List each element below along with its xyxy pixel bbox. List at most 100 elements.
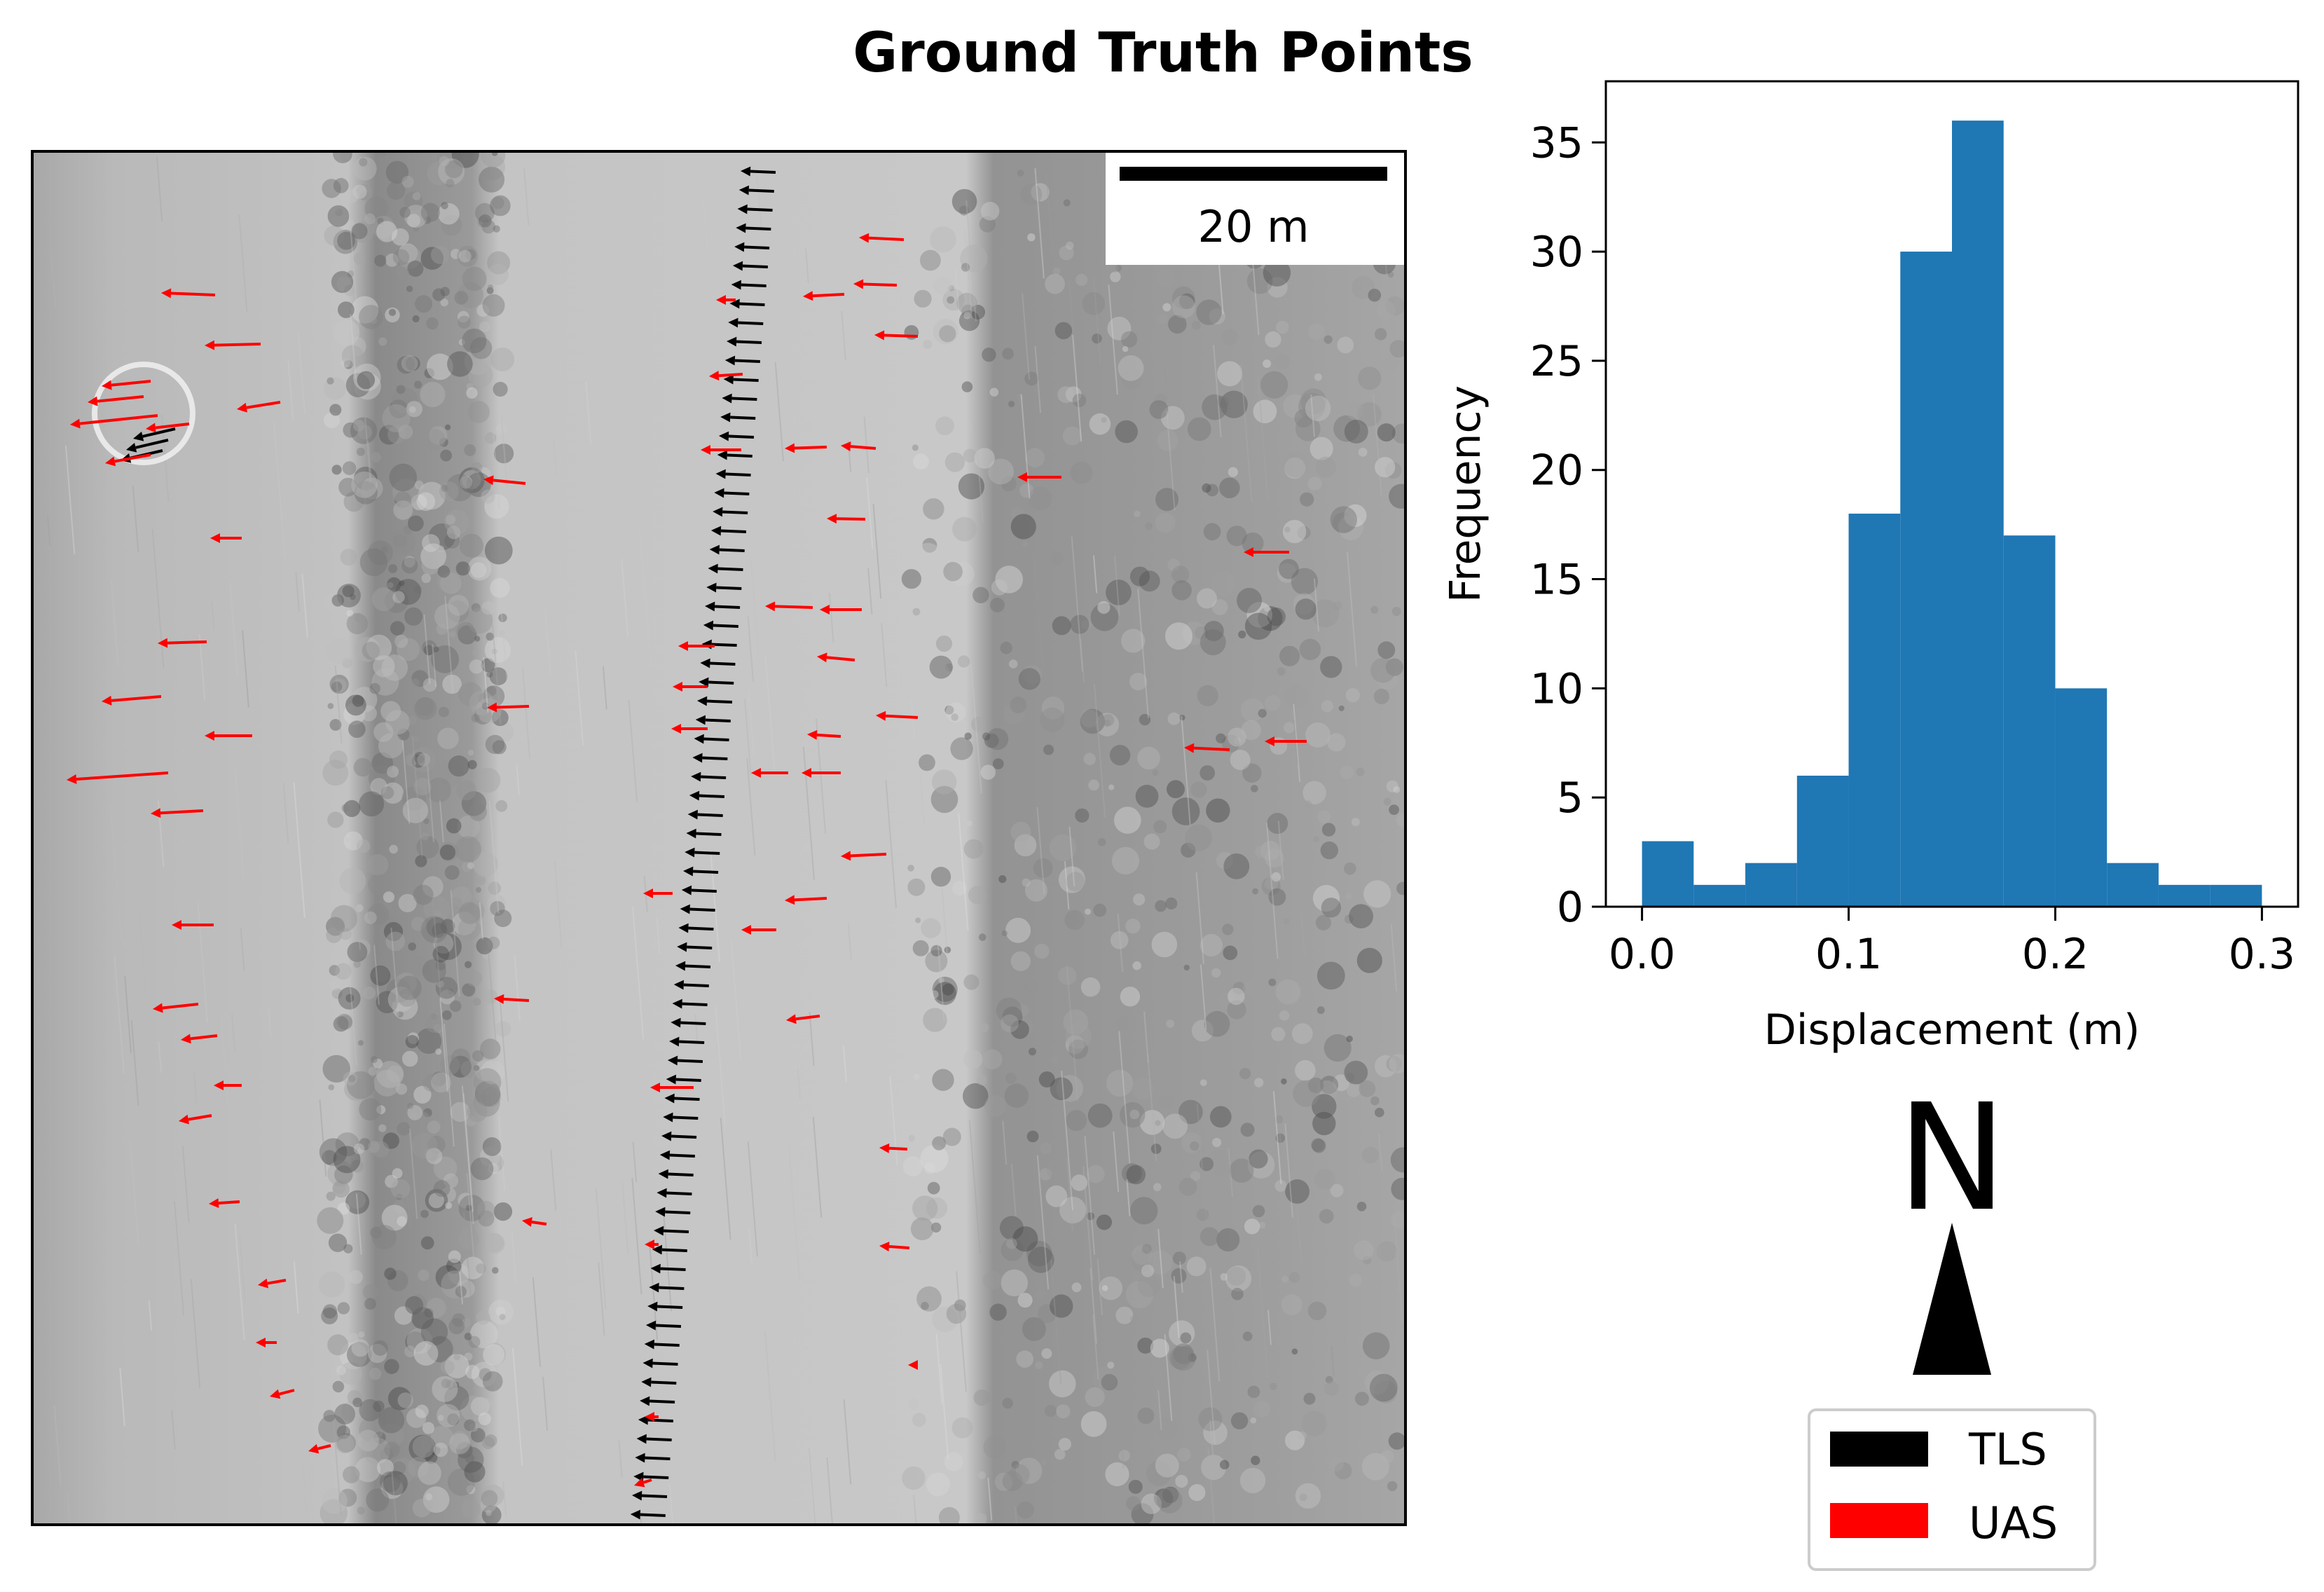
histogram: 0.0 0.1 0.2 0.3 0 5 10 15 20 25 30 35 Displacement…	[1441, 80, 2299, 1055]
tls-arrow	[652, 1244, 687, 1255]
histogram-bar	[2210, 884, 2262, 907]
tls-arrow	[641, 1377, 677, 1387]
uas-arrow	[786, 1014, 820, 1024]
tls-arrow	[706, 582, 742, 593]
tls-arrow	[658, 1169, 694, 1179]
y-tick-label: 10	[1530, 664, 1583, 713]
uas-arrow	[494, 994, 530, 1004]
uas-arrow	[308, 1443, 331, 1454]
uas-arrow	[205, 731, 252, 741]
tls-arrow	[724, 355, 760, 366]
north-label: N	[1897, 1072, 2007, 1244]
scale-bar-label: 20 m	[1198, 201, 1309, 252]
tls-arrow	[720, 412, 756, 423]
tls-arrow	[663, 1112, 699, 1123]
x-tick-label: 0.2	[2022, 930, 2089, 979]
tls-arrow	[656, 1188, 692, 1198]
tls-arrow	[697, 696, 733, 706]
tls-arrow	[680, 904, 715, 914]
uas-arrow	[634, 1478, 652, 1488]
tls-arrow	[737, 204, 773, 214]
uas-arrow	[105, 453, 151, 467]
displacement-vectors	[67, 166, 1307, 1520]
tls-arrow	[734, 242, 770, 252]
uas-arrow	[483, 475, 526, 486]
tls-arrow	[732, 261, 769, 271]
legend-label-uas: UAS	[1969, 1497, 2058, 1549]
uas-arrow	[67, 771, 169, 785]
uas-arrow	[522, 1217, 547, 1227]
uas-arrow	[70, 414, 158, 429]
tls-arrow	[650, 1263, 686, 1274]
uas-arrow	[841, 851, 887, 861]
uas-arrow	[146, 423, 190, 433]
tls-arrow	[630, 1509, 666, 1520]
tls-arrow	[671, 1017, 706, 1028]
uas-arrow	[1265, 736, 1307, 746]
uas-arrow	[802, 768, 841, 778]
uas-arrow	[785, 895, 827, 905]
uas-arrow	[102, 380, 151, 390]
uas-arrow	[678, 641, 715, 651]
uas-arrow	[205, 340, 261, 350]
tls-arrow	[710, 526, 747, 536]
north-arrow-icon	[1913, 1223, 1991, 1375]
map-frame	[31, 150, 1407, 1526]
uas-arrow	[874, 330, 919, 341]
tls-arrow	[636, 1434, 672, 1444]
tls-arrow	[741, 166, 776, 177]
tls-arrow	[678, 923, 714, 933]
uas-arrow	[853, 279, 898, 289]
tls-arrow	[655, 1207, 691, 1217]
hillshade-map	[32, 151, 1405, 1525]
tls-arrow	[647, 1301, 683, 1312]
tls-arrow	[691, 771, 727, 782]
tls-arrow	[714, 488, 750, 498]
tls-arrow	[642, 1358, 678, 1368]
tls-arrow	[664, 1093, 700, 1104]
histogram-bar	[1796, 776, 1849, 907]
tls-arrow	[666, 1074, 701, 1085]
uas-arrow	[88, 395, 144, 406]
histogram-frame	[1604, 80, 2299, 908]
uas-arrow	[817, 652, 855, 663]
uas-arrow	[270, 1389, 295, 1399]
tls-arrow	[731, 280, 766, 290]
uas-arrow	[158, 638, 207, 648]
tls-arrow	[672, 999, 708, 1009]
tls-arrow	[632, 1490, 668, 1501]
uas-arrow	[803, 291, 845, 301]
uas-arrow	[716, 295, 736, 305]
uas-arrow	[701, 445, 741, 455]
uas-arrow	[645, 1412, 659, 1422]
uas-arrow	[673, 682, 708, 692]
uas-arrow	[876, 711, 919, 721]
tls-arrow	[729, 298, 765, 309]
uas-arrow	[879, 1143, 908, 1153]
tls-arrow	[715, 469, 751, 479]
tls-arrow	[705, 601, 741, 612]
uas-arrow	[807, 729, 841, 740]
y-tick-label: 30	[1530, 228, 1583, 277]
tls-arrow	[669, 1036, 705, 1047]
tls-arrow	[673, 980, 709, 990]
uas-arrow	[256, 1338, 277, 1347]
tls-arrow	[645, 1320, 682, 1331]
tls-arrow	[644, 1339, 680, 1350]
north-arrow: N	[1897, 1072, 2007, 1375]
tls-arrow	[661, 1131, 697, 1141]
tls-arrow	[728, 317, 764, 328]
uas-arrow	[765, 601, 813, 612]
scale-bar-line	[1120, 167, 1387, 181]
uas-arrow	[827, 514, 866, 524]
legend-swatch-tls	[1830, 1432, 1928, 1467]
tls-arrow	[640, 1396, 675, 1406]
uas-arrow	[650, 1083, 694, 1092]
uas-arrow	[841, 441, 876, 452]
tls-arrow	[699, 677, 734, 687]
legend: TLS UAS	[1808, 1408, 2096, 1571]
tls-arrow	[677, 942, 713, 952]
uas-arrow	[181, 1034, 218, 1044]
tls-arrow	[685, 847, 720, 858]
